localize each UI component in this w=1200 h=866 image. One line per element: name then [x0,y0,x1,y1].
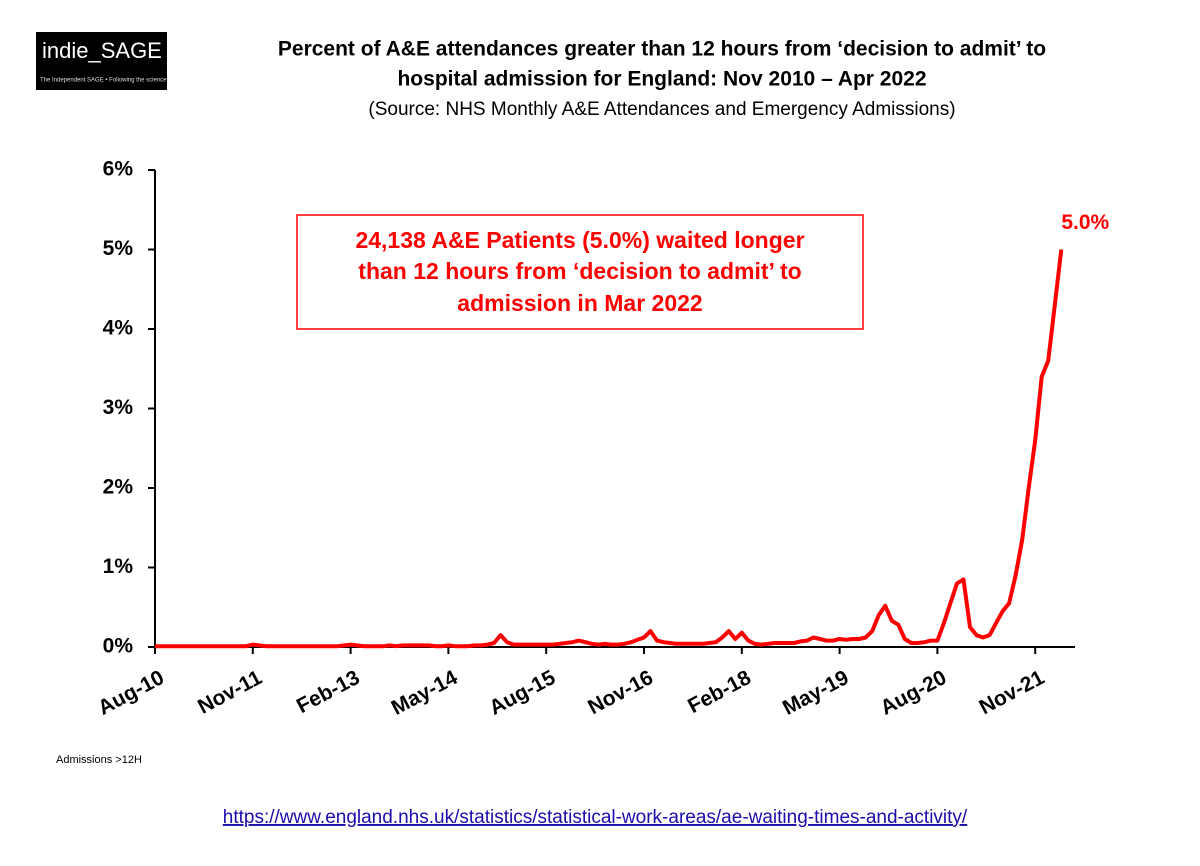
source-link[interactable]: https://www.england.nhs.uk/statistics/st… [223,807,968,828]
logo-name: indie_SAGE [42,38,162,63]
data-line [155,249,1064,649]
x-tick-label: Feb-13 [293,666,364,718]
annotation: admission in Mar 2022 [457,290,702,316]
y-tick-label: 2% [103,476,134,499]
x-tick-label: Aug-10 [94,666,168,720]
logo-box [36,32,167,90]
x-tick-label: Nov-21 [976,666,1049,719]
x-tick-label: Nov-11 [194,666,266,719]
chart-subtitle: (Source: NHS Monthly A&E Attendances and… [368,99,955,120]
x-tick-label: Aug-15 [485,666,559,720]
x-tick-label: May-19 [779,666,853,720]
end-label: 5.0% [1061,211,1109,234]
y-tick-label: 4% [103,317,134,340]
annotation: 24,138 A&E Patients (5.0%) waited longer [355,227,804,253]
annotation-box [296,214,864,330]
x-tick-label: Feb-18 [684,666,755,718]
legend-label: Admissions >12H [56,754,142,766]
y-tick-label: 0% [103,635,134,658]
annotation: than 12 hours from ‘decision to admit’ t… [358,258,801,284]
y-tick-label: 6% [103,158,134,181]
x-tick-label: Aug-20 [877,666,951,720]
x-tick-label: May-14 [388,666,462,720]
y-tick-label: 3% [103,396,134,419]
logo-tagline: The Independent SAGE • Following the sci… [40,78,167,84]
chart-title: hospital admission for England: Nov 2010… [397,68,926,91]
y-tick-label: 5% [103,237,134,260]
x-tick-label: Nov-16 [584,666,657,719]
y-tick-label: 1% [103,555,134,578]
chart-title: Percent of A&E attendances greater than … [278,38,1046,61]
